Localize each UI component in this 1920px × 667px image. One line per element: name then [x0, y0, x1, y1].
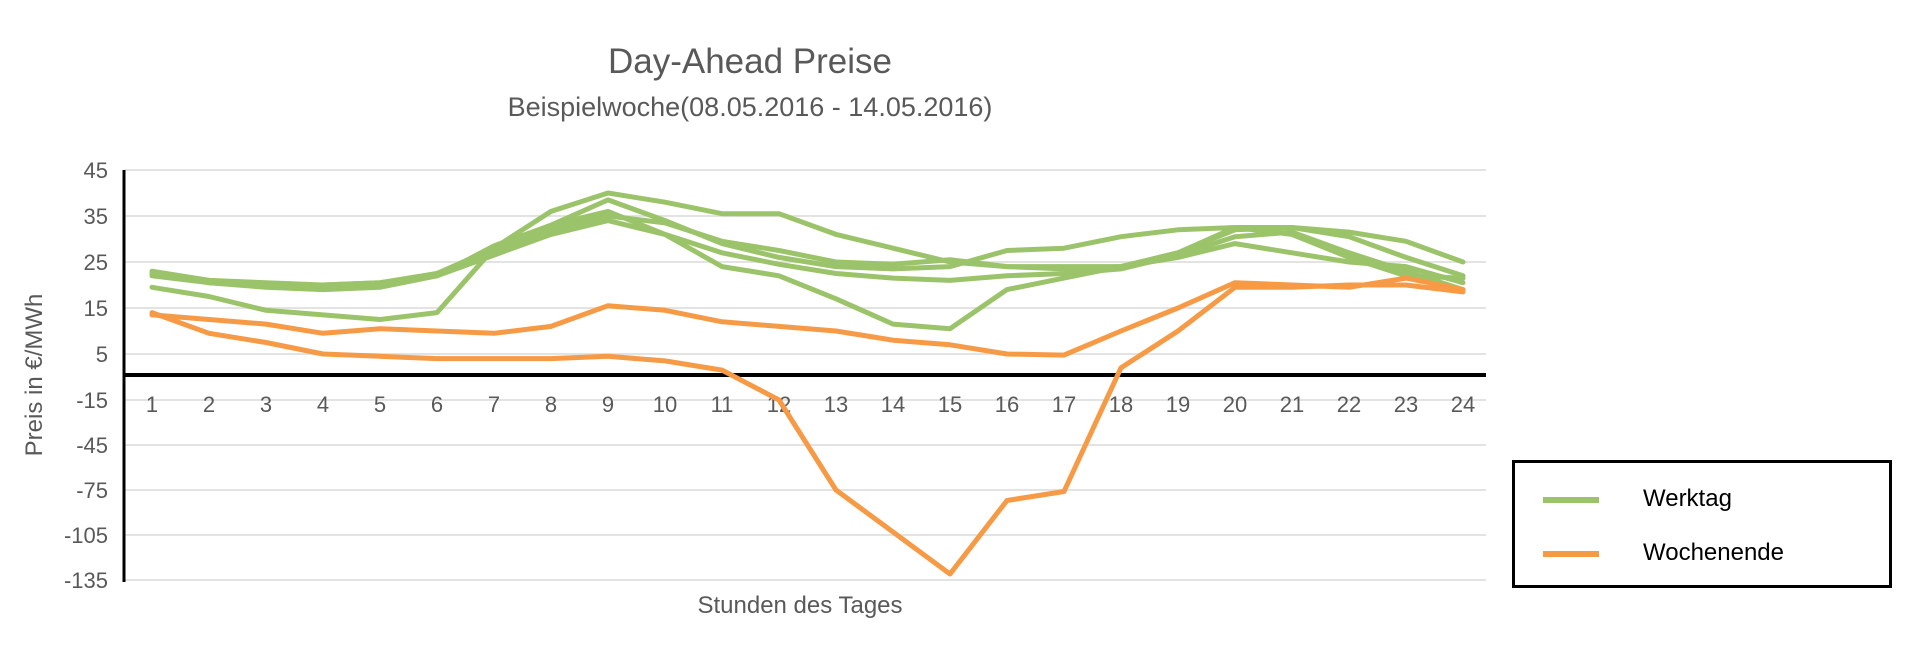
x-tick-label: 24	[1451, 392, 1475, 417]
x-tick-label: 10	[653, 392, 677, 417]
chart-title: Day-Ahead Preise	[607, 42, 893, 81]
legend: Werktag Wochenende	[1512, 460, 1892, 588]
x-tick-label: 18	[1109, 392, 1133, 417]
x-tick-label: 15	[938, 392, 962, 417]
x-tick-label: 8	[545, 392, 557, 417]
legend-label-werktag: Werktag	[1643, 485, 1732, 512]
x-tick-label: 3	[260, 392, 272, 417]
y-tick-label: -135	[64, 568, 108, 593]
legend-swatch-werktag	[1543, 497, 1599, 503]
chart-subtitle: Beispielwoche(08.05.2016 - 14.05.2016)	[507, 92, 993, 122]
y-tick-label: -15	[76, 388, 108, 413]
series-line-werktag	[149, 197, 1466, 293]
series-line-werktag	[149, 208, 1466, 332]
x-axis-label: Stunden des Tages	[697, 592, 903, 619]
y-tick-label: -75	[76, 478, 108, 503]
series-line-wochenende	[149, 282, 1466, 577]
y-tick-label: 5	[96, 342, 108, 367]
y-axis-label: Preis in €/MWh	[21, 293, 48, 457]
x-tick-label: 11	[711, 392, 734, 417]
y-tick-label: 45	[84, 158, 108, 183]
x-tick-label: 20	[1223, 392, 1247, 417]
x-tick-label: 9	[602, 392, 614, 417]
legend-label-wochenende: Wochenende	[1643, 539, 1784, 566]
y-tick-label: 15	[84, 296, 108, 321]
x-tick-label: 6	[431, 392, 443, 417]
x-tick-label: 17	[1052, 392, 1076, 417]
x-tick-label: 5	[374, 392, 386, 417]
x-tick-label: 1	[146, 392, 158, 417]
x-tick-label: 7	[488, 392, 500, 417]
x-tick-label: 19	[1166, 392, 1190, 417]
y-tick-label: 35	[84, 204, 108, 229]
x-tick-label: 22	[1337, 392, 1361, 417]
series-line-wochenende	[149, 275, 1466, 358]
x-tick-label: 14	[881, 392, 905, 417]
series-line-werktag	[149, 213, 1466, 288]
legend-item-werktag: Werktag	[1515, 481, 1889, 521]
y-tick-label: -45	[76, 433, 108, 458]
x-tick-label: 16	[995, 392, 1019, 417]
x-tick-label: 23	[1394, 392, 1418, 417]
x-tick-label: 13	[824, 392, 848, 417]
series-line-werktag	[149, 190, 1466, 290]
legend-swatch-wochenende	[1543, 551, 1599, 557]
x-tick-label: 21	[1280, 392, 1304, 417]
y-tick-label: 25	[84, 250, 108, 275]
y-tick-label: -105	[64, 523, 108, 548]
legend-item-wochenende: Wochenende	[1515, 535, 1889, 575]
x-tick-label: 4	[317, 392, 329, 417]
x-tick-label: 2	[203, 392, 215, 417]
